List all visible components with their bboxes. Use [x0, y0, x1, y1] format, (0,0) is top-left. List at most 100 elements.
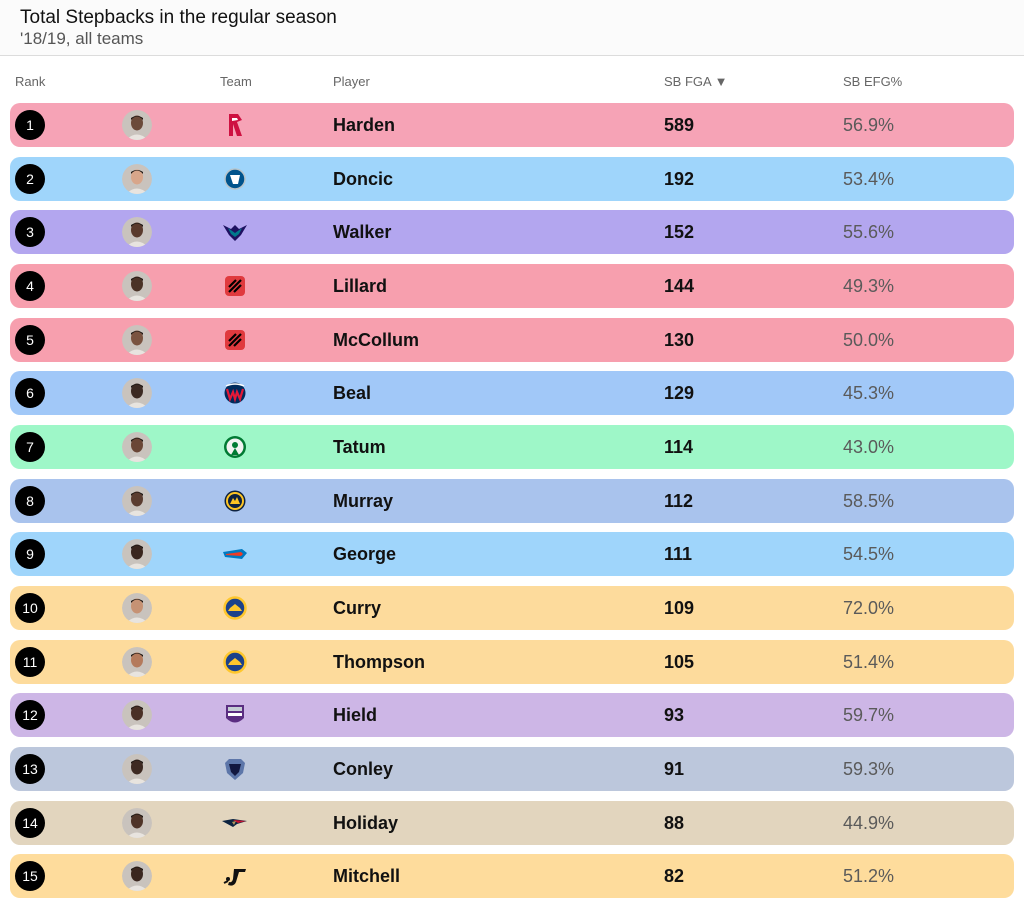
player-name: Doncic — [333, 168, 394, 189]
player-name: Murray — [333, 490, 394, 511]
table-row[interactable]: 4 Lillard 144 49.3% — [10, 263, 1014, 308]
rank-badge: 1 — [15, 110, 45, 140]
sb-efg-value: 43.0% — [843, 436, 895, 457]
player-name: Curry — [333, 597, 382, 618]
warriors-logo-icon — [220, 593, 250, 623]
sb-fga-value: 589 — [664, 115, 695, 135]
blazers-logo-icon — [220, 325, 250, 355]
sb-efg-value: 56.9% — [843, 115, 895, 135]
chart-title: Total Stepbacks in the regular season — [20, 7, 337, 28]
rank-column-header[interactable]: Rank — [15, 74, 46, 89]
efg-column-header[interactable]: SB EFG% — [843, 74, 903, 89]
sb-efg-value: 44.9% — [843, 812, 895, 833]
player-name: Thompson — [333, 651, 425, 672]
sb-efg-value: 59.3% — [843, 758, 895, 779]
table-row[interactable]: 7 Tatum 114 43.0% — [10, 424, 1014, 469]
player-avatar — [122, 485, 152, 516]
table-row[interactable]: 15 Mitchell 82 51.2% — [10, 854, 1014, 899]
rank-badge: 10 — [15, 592, 45, 623]
chart-subtitle: '18/19, all teams — [20, 29, 144, 48]
player-avatar — [122, 270, 152, 301]
table-row[interactable]: 9 George 111 54.5% — [10, 532, 1014, 577]
table-row[interactable]: 5 McCollum 130 50.0% — [10, 317, 1014, 362]
table-row[interactable]: 12 Hield 93 59.7% — [10, 693, 1014, 738]
sb-fga-value: 130 — [664, 329, 695, 350]
player-name: Tatum — [333, 436, 386, 457]
grizzlies-logo-icon — [220, 754, 250, 784]
rank-badge: 11 — [15, 646, 45, 677]
table-row[interactable]: 13 Conley 91 59.3% — [10, 746, 1014, 791]
fga-column-header[interactable]: SB FGA ▼ — [664, 74, 728, 89]
player-avatar — [122, 324, 152, 355]
rank-badge: 5 — [15, 324, 45, 355]
sb-efg-value: 49.3% — [843, 275, 895, 296]
table-row[interactable]: 10 Curry 109 72.0% — [10, 585, 1014, 630]
player-name: George — [333, 544, 397, 565]
celtics-logo-icon — [220, 432, 250, 462]
kings-logo-icon — [220, 700, 250, 730]
pelicans-logo-icon — [220, 808, 250, 838]
player-avatar — [122, 646, 152, 677]
rank-badge: 6 — [15, 378, 45, 409]
player-avatar — [122, 163, 152, 194]
player-avatar — [122, 861, 152, 892]
player-name: Walker — [333, 222, 392, 243]
team-column-header[interactable]: Team — [220, 74, 252, 89]
sb-efg-value: 53.4% — [843, 168, 895, 189]
table-row[interactable]: 11 Thompson 105 51.4% — [10, 639, 1014, 684]
blazers-logo-icon — [220, 271, 250, 301]
column-headers: Rank Team Player SB FGA ▼ SB EFG% — [0, 56, 1024, 101]
table-row[interactable]: 14 Holiday 88 44.9% — [10, 800, 1014, 845]
rank-badge: 4 — [15, 270, 45, 301]
sb-efg-value: 51.2% — [843, 866, 895, 887]
rank-badge: 8 — [15, 485, 45, 516]
sb-efg-value: 51.4% — [843, 651, 895, 672]
player-avatar — [122, 431, 152, 462]
player-name: McCollum — [333, 329, 420, 350]
rank-badge: 9 — [15, 539, 45, 570]
sb-efg-value: 59.7% — [843, 705, 895, 726]
player-avatar — [122, 700, 152, 731]
chart-header: Total Stepbacks in the regular season '1… — [0, 0, 1024, 56]
player-avatar — [122, 378, 152, 409]
sb-fga-value: 93 — [664, 705, 685, 726]
sb-efg-value: 54.5% — [843, 544, 895, 565]
table-row[interactable]: 8 Murray 112 58.5% — [10, 478, 1014, 523]
sb-fga-value: 192 — [664, 168, 695, 189]
player-avatar — [122, 539, 152, 570]
rank-badge: 3 — [15, 217, 45, 248]
sb-efg-value: 50.0% — [843, 329, 895, 350]
sb-fga-value: 111 — [664, 544, 693, 565]
mavericks-logo-icon — [220, 164, 250, 194]
player-avatar — [122, 807, 152, 838]
sb-efg-value: 58.5% — [843, 490, 895, 511]
rank-badge: 12 — [15, 700, 45, 731]
player-avatar — [122, 592, 152, 623]
player-avatar — [122, 753, 152, 784]
table-row[interactable]: 3 Walker 152 55.6% — [10, 210, 1014, 255]
player-avatar — [122, 217, 152, 248]
sb-fga-value: 105 — [664, 651, 695, 672]
rockets-logo-icon — [220, 110, 250, 140]
sb-fga-value: 129 — [664, 383, 695, 404]
player-avatar — [122, 110, 152, 140]
nuggets-logo-icon — [220, 486, 250, 516]
rank-badge: 2 — [15, 163, 45, 194]
player-name: Conley — [333, 758, 394, 779]
sb-efg-value: 45.3% — [843, 383, 895, 404]
player-name: Hield — [333, 705, 378, 726]
sb-fga-value: 91 — [664, 758, 685, 779]
sb-fga-value: 152 — [664, 222, 695, 243]
player-column-header[interactable]: Player — [333, 74, 370, 89]
sb-fga-value: 109 — [664, 597, 695, 618]
rank-badge: 13 — [15, 753, 45, 784]
sb-fga-value: 114 — [664, 436, 694, 457]
table-row[interactable]: 2 Doncic 192 53.4% — [10, 156, 1014, 201]
hornets-logo-icon — [220, 217, 250, 247]
player-name: Holiday — [333, 812, 399, 833]
rank-badge: 15 — [15, 861, 45, 892]
table-row[interactable]: 1 Harden 589 56.9% — [10, 103, 1014, 147]
player-name: Beal — [333, 383, 372, 404]
table-row[interactable]: 6 Beal 129 45.3% — [10, 371, 1014, 416]
wizards-logo-icon — [220, 378, 250, 408]
